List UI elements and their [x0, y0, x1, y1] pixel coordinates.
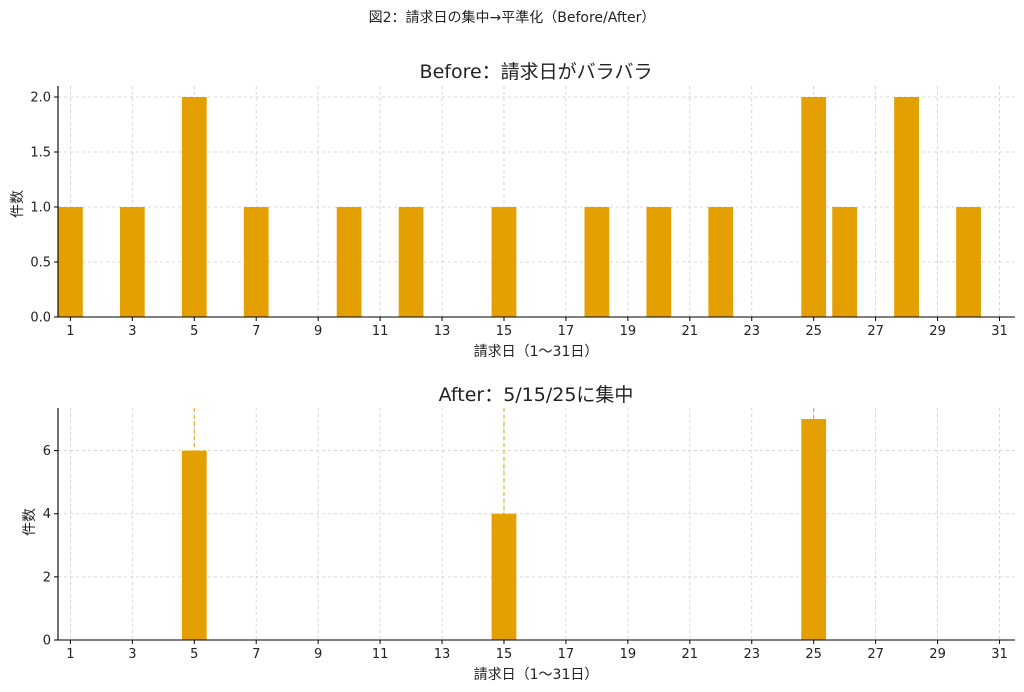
before-y-tick-label: 1.5 [30, 146, 51, 161]
before-xlabel: 請求日（1〜31日） [474, 344, 599, 360]
before-x-tick-label: 3 [128, 324, 136, 339]
after-x-tick-label: 15 [496, 647, 513, 662]
after-y-tick-label: 2 [43, 570, 51, 585]
before-x-tick-label: 7 [252, 324, 260, 339]
before-x-tick-label: 19 [620, 324, 637, 339]
before-bar [801, 97, 827, 317]
before-x-tick-label: 11 [372, 324, 389, 339]
before-x-tick-label: 13 [434, 324, 451, 339]
after-x-tick-label: 9 [314, 647, 322, 662]
before-bar [336, 207, 362, 317]
before-title: Before：請求日がバラバラ [420, 61, 653, 83]
before-x-tick-label: 9 [314, 324, 322, 339]
after-y-tick-label: 6 [43, 444, 51, 459]
before-bar [491, 207, 517, 317]
after-x-tick-label: 23 [743, 647, 760, 662]
before-bar [894, 97, 919, 317]
before-bar [119, 207, 145, 317]
after-xlabel: 請求日（1〜31日） [474, 667, 599, 683]
after-bar [181, 450, 207, 640]
after-x-tick-label: 7 [252, 647, 260, 662]
after-x-tick-label: 29 [929, 647, 946, 662]
after-x-tick-label: 5 [190, 647, 198, 662]
before-y-tick-label: 0.5 [30, 256, 51, 271]
before-x-tick-label: 15 [496, 324, 513, 339]
after-x-tick-label: 21 [682, 647, 699, 662]
after-x-tick-label: 3 [128, 647, 136, 662]
before-panel: Before：請求日がバラバラ 請求日（1〜31日） 件数 1 3 5 7 9 11 13 1… [10, 61, 1015, 360]
before-ylabel: 件数 [10, 190, 26, 218]
after-x-tick-label: 31 [991, 647, 1008, 662]
before-bar [708, 207, 734, 317]
before-x-tick-label: 1 [66, 324, 74, 339]
before-bar [956, 207, 981, 317]
before-x-tick-label: 31 [991, 324, 1008, 339]
after-x-tick-label: 25 [805, 647, 822, 662]
after-x-tick-label: 27 [867, 647, 884, 662]
after-x-tick-label: 1 [66, 647, 74, 662]
before-bar [181, 97, 207, 317]
after-title: After：5/15/25に集中 [439, 384, 634, 406]
before-x-tick-label: 27 [867, 324, 884, 339]
before-bar [243, 207, 269, 317]
after-bar [801, 419, 827, 640]
after-x-tick-label: 19 [620, 647, 637, 662]
before-y-tick-label: 2.0 [30, 91, 51, 106]
before-plot-area: 1 3 5 7 9 11 13 15 17 19 21 23 25 27 29 310.00.51.01.52… [30, 86, 1015, 339]
after-panel: After：5/15/25に集中 請求日（1〜31日） 件数 1 3 5 7 9 11 13… [22, 384, 1015, 683]
before-bar [398, 207, 424, 317]
before-y-tick-label: 1.0 [30, 201, 51, 216]
before-bar [646, 207, 672, 317]
before-x-tick-label: 17 [558, 324, 575, 339]
before-bar [832, 207, 858, 317]
before-x-tick-label: 25 [805, 324, 822, 339]
before-bar [58, 207, 83, 317]
after-y-tick-label: 0 [43, 634, 51, 649]
after-ylabel: 件数 [22, 508, 38, 536]
after-x-tick-label: 11 [372, 647, 389, 662]
after-bar [491, 513, 517, 640]
after-x-tick-label: 13 [434, 647, 451, 662]
before-x-tick-label: 21 [682, 324, 699, 339]
after-x-tick-label: 17 [558, 647, 575, 662]
before-x-tick-label: 5 [190, 324, 198, 339]
before-x-tick-label: 23 [743, 324, 760, 339]
before-bar [584, 207, 610, 317]
before-x-tick-label: 29 [929, 324, 946, 339]
figure-suptitle: 図2：請求日の集中→平準化（Before/After） [369, 9, 656, 26]
before-y-tick-label: 0.0 [30, 311, 51, 326]
after-y-tick-label: 4 [43, 507, 51, 522]
